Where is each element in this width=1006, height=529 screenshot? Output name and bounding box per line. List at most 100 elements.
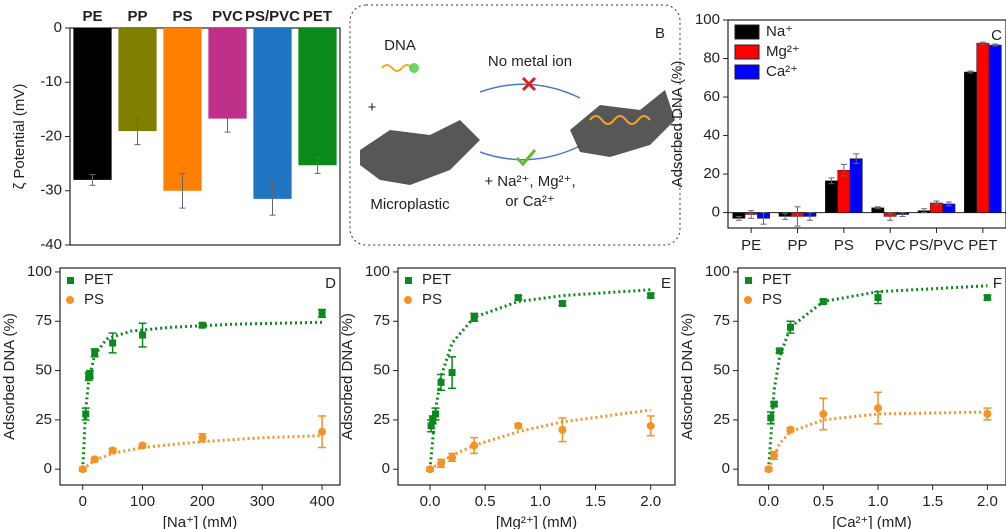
x-tick-label: 1.5 — [922, 493, 943, 510]
y-tick-label: 0 — [722, 460, 730, 477]
x-tick-label: PP — [787, 237, 807, 254]
x-tick-label: PE — [741, 237, 761, 254]
point — [819, 298, 827, 306]
panel-letter: B — [655, 25, 665, 42]
x-tick-label: PVC — [875, 237, 906, 254]
point — [427, 422, 435, 430]
bar — [988, 44, 1002, 213]
legend-swatch — [734, 24, 760, 40]
point — [767, 414, 775, 422]
legend-marker — [744, 296, 752, 304]
x-tick-label: 0 — [79, 493, 87, 510]
point — [646, 421, 655, 430]
point — [874, 294, 882, 302]
panel-letter: D — [325, 275, 336, 292]
legend-label: PS — [422, 291, 442, 308]
y-tick-label: 0 — [712, 204, 720, 221]
y-tick-label: 100 — [705, 263, 730, 280]
point — [426, 465, 435, 474]
plus: + — [368, 99, 377, 116]
category-label: PET — [303, 8, 332, 25]
point — [108, 446, 117, 455]
point — [139, 331, 147, 339]
category-label: PS/PVC — [245, 8, 300, 25]
point — [770, 400, 778, 408]
y-tick-label: 75 — [373, 312, 390, 329]
x-tick-label: 0.0 — [420, 493, 441, 510]
x-tick-label: PET — [968, 237, 997, 254]
x-tick-label: 1.0 — [530, 493, 551, 510]
point — [786, 425, 795, 434]
x-axis-label: [Ca²⁺] (mM) — [832, 514, 912, 529]
point — [776, 347, 784, 355]
x-tick-label: 400 — [310, 493, 335, 510]
point — [448, 369, 456, 377]
point — [874, 404, 883, 413]
y-axis-label: ζ Potential (mV) — [11, 84, 28, 190]
ions-label: + Na²⁺, Mg²⁺, — [484, 173, 575, 190]
point — [819, 409, 828, 418]
category-label: PE — [82, 8, 102, 25]
y-tick-label: 80 — [703, 49, 720, 66]
y-tick-label: -30 — [40, 182, 62, 199]
y-tick-label: 100 — [365, 263, 390, 280]
x-tick-label: PS — [834, 237, 854, 254]
point — [437, 459, 446, 468]
check — [515, 149, 537, 167]
panel-letter: C — [991, 27, 1002, 44]
x-tick-label: 0.0 — [758, 493, 779, 510]
x-axis-label: [Mg²⁺] (mM) — [496, 514, 577, 529]
point — [558, 300, 566, 308]
point — [318, 427, 327, 436]
dna-label: DNA — [384, 37, 416, 54]
ions-label: or Ca²⁺ — [505, 193, 555, 210]
adsorbed-dna — [589, 115, 651, 125]
y-tick-label: 100 — [27, 263, 52, 280]
bar — [73, 28, 112, 180]
y-tick-label: 50 — [373, 362, 390, 379]
fit-curve — [429, 408, 651, 471]
y-tick-label: 50 — [35, 362, 52, 379]
y-tick-label: 25 — [35, 411, 52, 428]
no-metal-label: No metal ion — [488, 53, 572, 70]
y-tick-label: 40 — [703, 127, 720, 144]
y-tick-label: 100 — [695, 11, 720, 28]
legend-swatch — [734, 44, 760, 60]
y-tick-label: -20 — [40, 127, 62, 144]
point — [514, 294, 522, 302]
plot-frame — [737, 267, 1006, 486]
point — [138, 441, 147, 450]
x-tick-label: 200 — [190, 493, 215, 510]
plot-frame — [397, 267, 676, 486]
x-tick-label: 0.5 — [813, 493, 834, 510]
point — [770, 451, 779, 460]
point — [432, 410, 440, 418]
bar — [964, 71, 977, 213]
x-tick-label: 1.5 — [585, 493, 606, 510]
x-tick-label: 2.0 — [640, 493, 661, 510]
x-tick-label: PS/PVC — [909, 237, 964, 254]
category-label: PP — [127, 8, 147, 25]
point — [91, 349, 99, 357]
legend-label: Ca²⁺ — [766, 63, 798, 80]
bar — [118, 28, 157, 132]
plot-frame — [59, 267, 341, 486]
point — [983, 409, 992, 418]
y-tick-label: 75 — [713, 312, 730, 329]
fit-curve — [767, 284, 988, 470]
point — [983, 294, 991, 302]
legend-label: PET — [84, 271, 113, 288]
y-tick-label: 25 — [713, 411, 730, 428]
y-tick-label: 0 — [54, 19, 62, 36]
microplastic-label: Microplastic — [370, 196, 450, 213]
category-label: PVC — [212, 8, 243, 25]
x-tick-label: 0.5 — [475, 493, 496, 510]
bar — [976, 42, 990, 213]
bar — [825, 180, 838, 213]
x-tick-label: 300 — [250, 493, 275, 510]
point — [90, 455, 99, 464]
fit-curve — [767, 410, 988, 470]
y-tick-label: 25 — [373, 411, 390, 428]
legend-label: Na⁺ — [766, 23, 793, 40]
bar — [298, 28, 337, 166]
